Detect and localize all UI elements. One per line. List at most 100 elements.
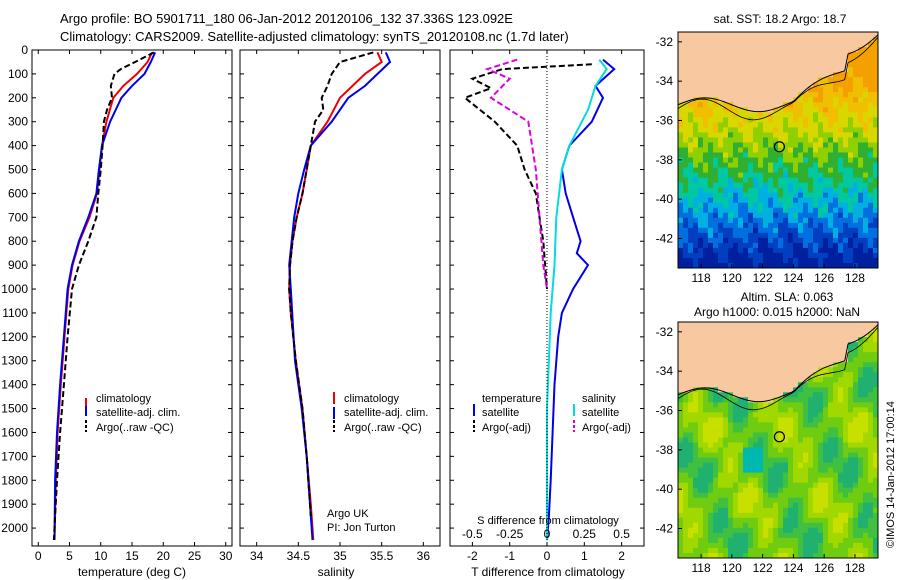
map-cell <box>683 222 689 229</box>
map-cell <box>793 322 799 328</box>
map-cell <box>803 172 809 179</box>
map-cell <box>723 472 729 479</box>
map-cell <box>708 132 714 138</box>
map-cell <box>818 217 824 224</box>
map-cell <box>843 387 849 393</box>
map-cell <box>678 542 684 549</box>
map-cell <box>778 72 784 78</box>
map-cell <box>848 192 854 199</box>
map-cell <box>748 537 754 544</box>
map-cell <box>833 87 839 93</box>
map-cell <box>678 257 684 264</box>
map-cell <box>758 322 764 328</box>
map-cell <box>853 497 859 504</box>
map-cell <box>783 117 789 123</box>
x-tick-label: 5 <box>66 549 73 563</box>
y-tick-label: 1300 <box>1 354 28 368</box>
map-cell <box>703 157 709 163</box>
map-cell <box>788 102 794 108</box>
map-cell <box>728 327 734 333</box>
y-tick-label: 1600 <box>1 425 28 439</box>
map-cell <box>738 172 744 179</box>
map-cell <box>728 512 734 519</box>
map-cell <box>848 247 854 254</box>
map-cell <box>683 127 689 133</box>
map-cell <box>858 57 864 63</box>
map-cell <box>828 242 834 249</box>
map-cell <box>758 517 764 524</box>
map-cell <box>813 447 819 453</box>
map-cell <box>808 407 814 413</box>
map-cell <box>833 537 839 544</box>
map-cell <box>733 262 739 269</box>
map-cell <box>828 222 834 229</box>
s-tick-label: -0.5 <box>462 527 483 541</box>
map-cell <box>808 72 814 78</box>
map-cell <box>678 422 684 428</box>
map-cell <box>733 192 739 199</box>
map-cell <box>763 182 769 189</box>
map-cell <box>823 332 829 338</box>
map-cell <box>868 212 874 219</box>
map-cell <box>868 477 874 484</box>
map-cell <box>803 522 809 529</box>
map-x-tick-label: 122 <box>753 561 773 575</box>
map-cell <box>783 532 789 539</box>
map-cell <box>698 517 704 524</box>
map-cell <box>868 452 874 458</box>
map-cell <box>838 542 844 549</box>
map-cell <box>688 517 694 524</box>
map-cell <box>848 92 854 98</box>
map-cell <box>793 492 799 499</box>
map-cell <box>873 92 879 98</box>
map-cell <box>763 172 769 179</box>
map-cell <box>853 162 859 168</box>
y-tick-label: 600 <box>8 186 28 200</box>
map-cell <box>828 452 834 458</box>
map-cell <box>808 117 814 123</box>
map-cell <box>738 507 744 514</box>
map-cell <box>758 212 764 219</box>
map-cell <box>853 147 859 153</box>
map-cell <box>833 122 839 128</box>
map-cell <box>823 517 829 524</box>
map-cell <box>703 507 709 514</box>
map-cell <box>858 497 864 504</box>
map-cell <box>798 447 804 453</box>
sst-map-title: sat. SST: 18.2 Argo: 18.7 <box>714 12 847 26</box>
map-cell <box>683 217 689 224</box>
map-cell <box>833 402 839 408</box>
map-cell <box>778 552 784 559</box>
map-cell <box>853 382 859 388</box>
map-cell <box>683 457 689 463</box>
map-cell <box>698 337 704 343</box>
map-cell <box>773 47 779 53</box>
map-cell <box>838 387 844 393</box>
map-cell <box>758 357 764 363</box>
map-cell <box>848 347 854 353</box>
x-tick-label: 0 <box>35 549 42 563</box>
map-cell <box>748 397 754 403</box>
map-cell <box>808 157 814 163</box>
map-cell <box>723 447 729 453</box>
map-cell <box>718 552 724 559</box>
map-cell <box>848 177 854 184</box>
map-cell <box>733 62 739 68</box>
map-cell <box>693 222 699 229</box>
map-cell <box>698 442 704 448</box>
map-cell <box>763 337 769 343</box>
map-cell <box>723 332 729 338</box>
map-cell <box>838 482 844 489</box>
map-cell <box>688 247 694 254</box>
map-cell <box>738 62 744 68</box>
map-cell <box>793 102 799 108</box>
map-cell <box>823 157 829 163</box>
map-cell <box>728 262 734 269</box>
map-cell <box>833 552 839 559</box>
map-cell <box>748 437 754 443</box>
map-cell <box>808 177 814 184</box>
map-cell <box>708 182 714 189</box>
map-cell <box>698 147 704 153</box>
map-cell <box>803 262 809 269</box>
map-cell <box>688 92 694 98</box>
